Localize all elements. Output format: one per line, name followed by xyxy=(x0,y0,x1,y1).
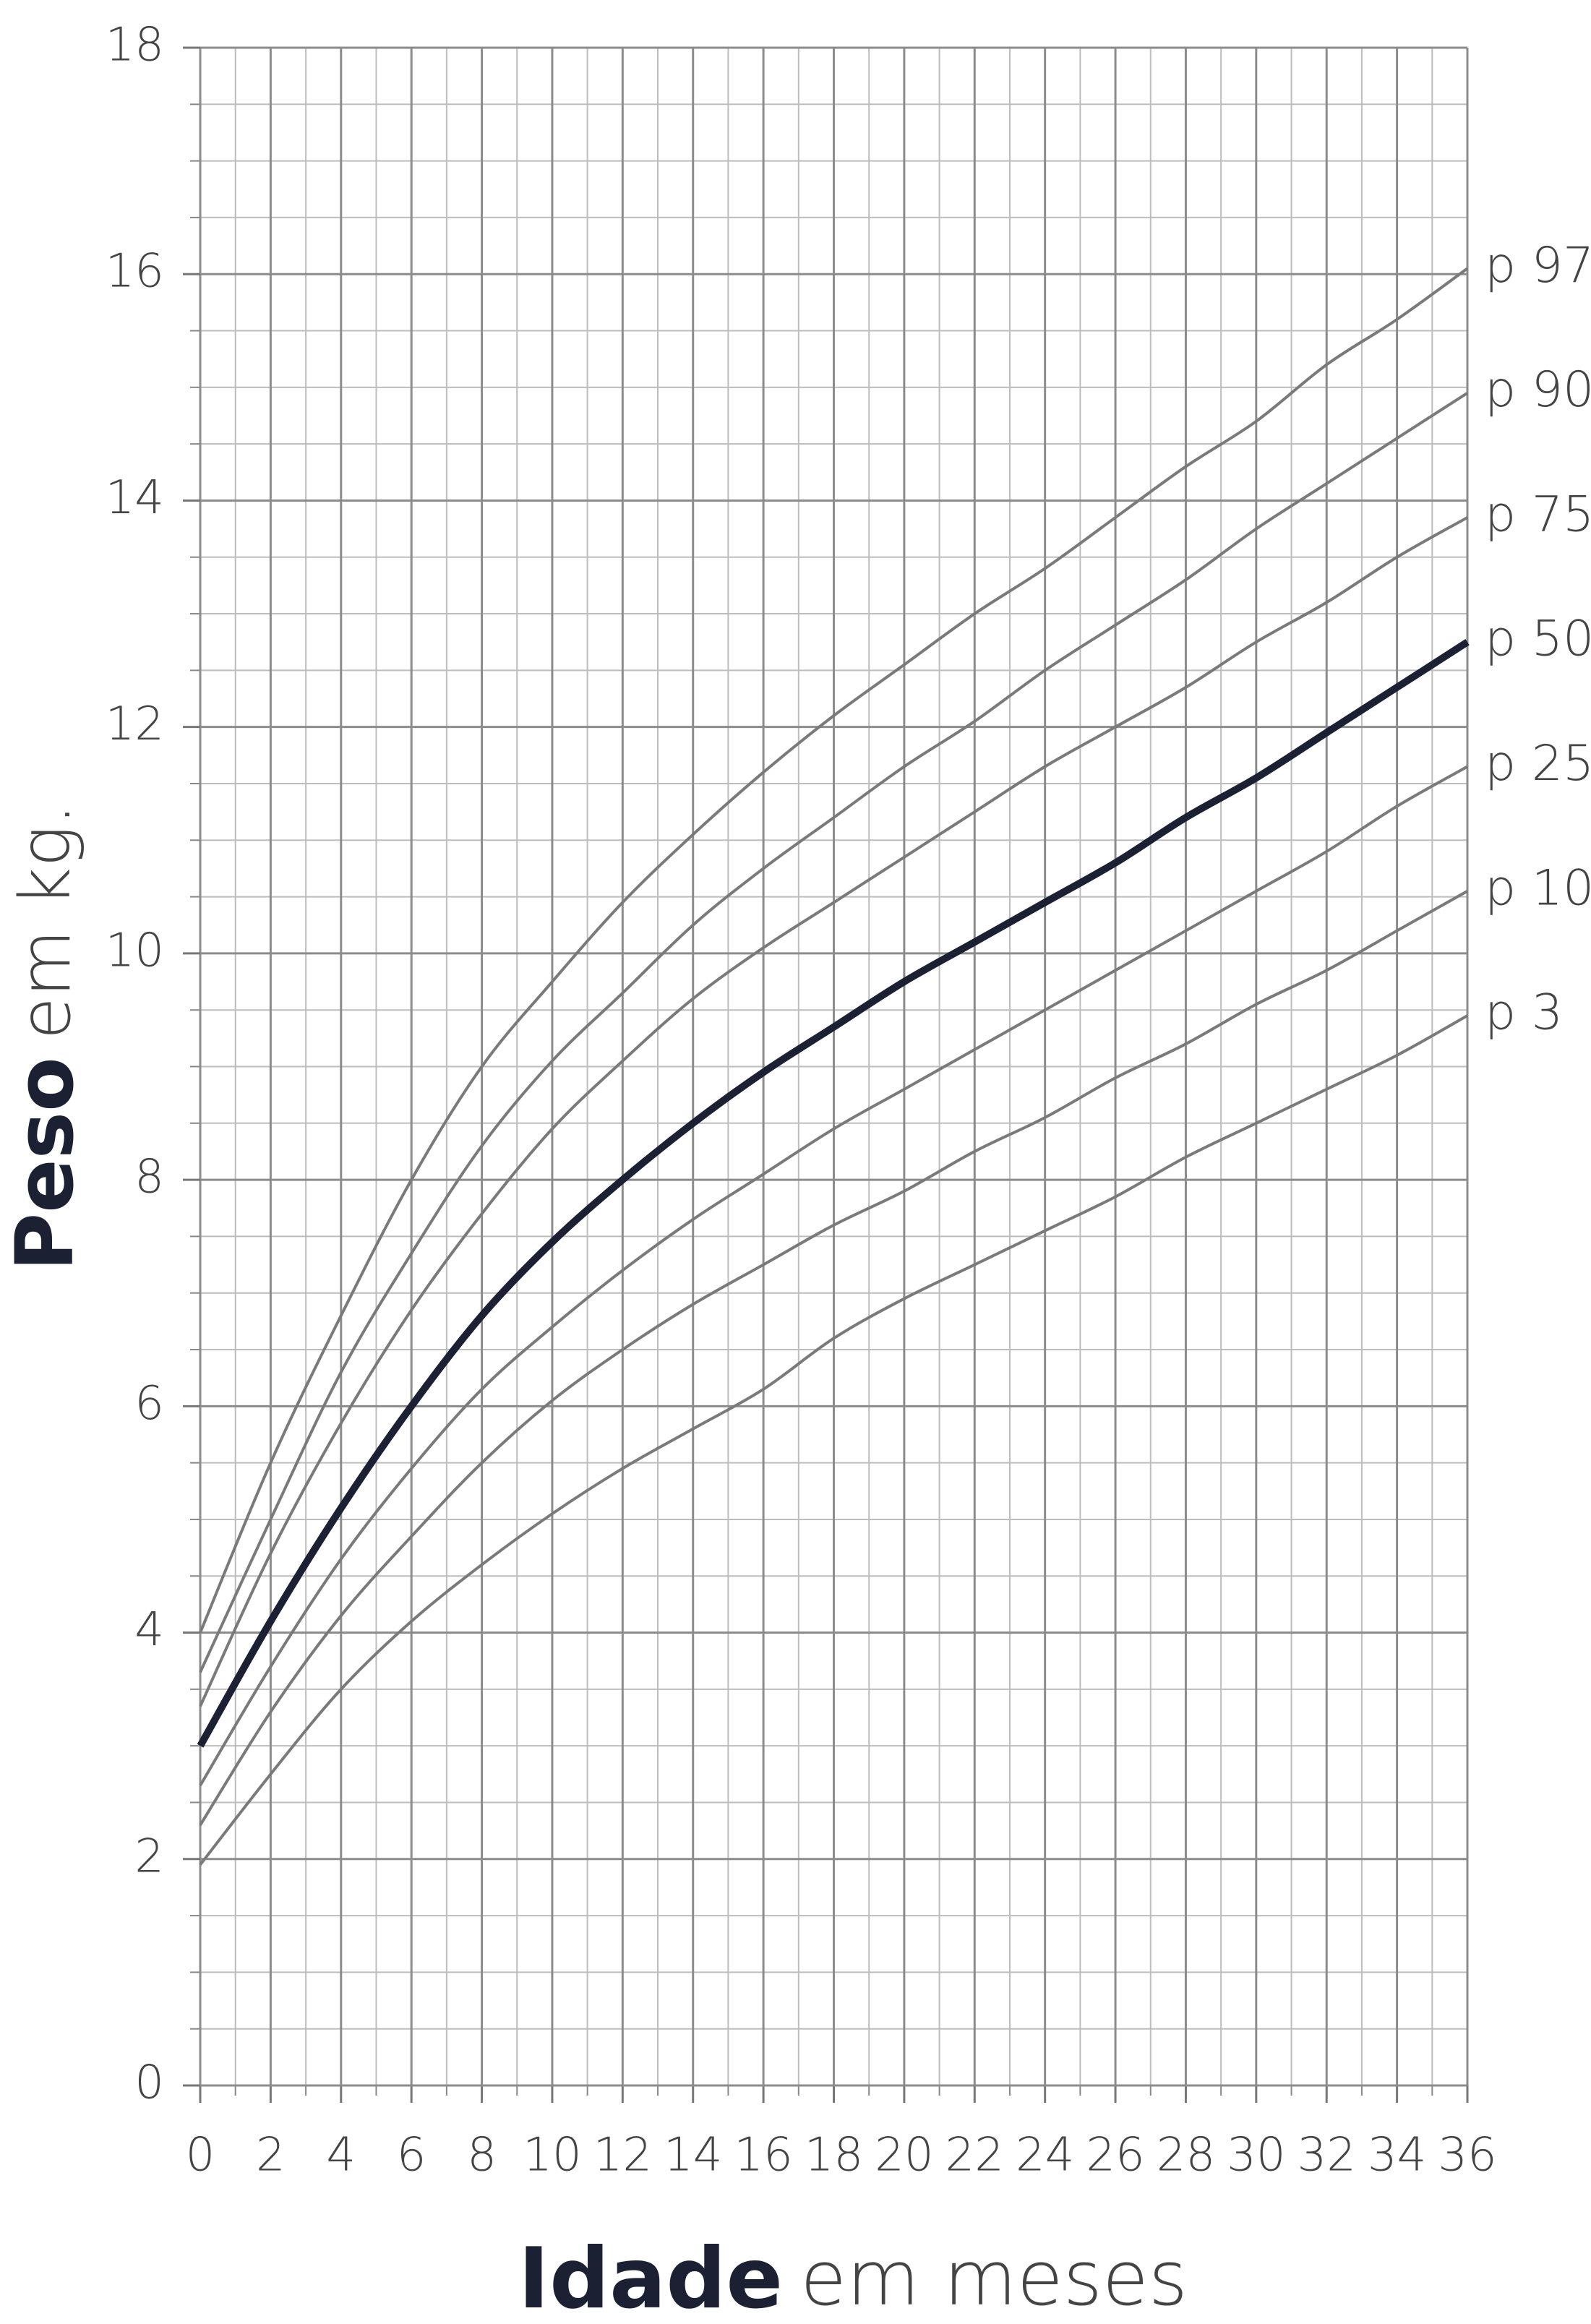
x-tick-label: 6 xyxy=(397,2129,426,2182)
x-tick-label: 34 xyxy=(1368,2129,1426,2182)
x-tick-label: 0 xyxy=(186,2129,215,2182)
y-axis-title: Peso em kg. xyxy=(0,803,91,1271)
y-tick-label: 6 xyxy=(134,1377,164,1431)
x-tick-label: 36 xyxy=(1438,2129,1496,2182)
percentile-line xyxy=(197,639,1470,1748)
x-tick-label: 28 xyxy=(1157,2129,1215,2182)
x-tick-label: 26 xyxy=(1086,2129,1144,2182)
y-tick-label: 2 xyxy=(134,1830,164,1883)
series-label: p 97 xyxy=(1485,237,1591,294)
x-axis-title: Idade em meses xyxy=(518,2230,1188,2324)
y-tick-label: 10 xyxy=(106,924,164,977)
x-tick-label: 30 xyxy=(1227,2129,1285,2182)
percentile-line xyxy=(199,1014,1468,1866)
x-tick-label: 10 xyxy=(523,2129,581,2182)
series-label: p 3 xyxy=(1485,985,1563,1042)
y-tick-label: 0 xyxy=(134,2057,164,2110)
x-tick-label: 20 xyxy=(875,2129,933,2182)
y-tick-label: 4 xyxy=(134,1603,164,1657)
x-axis-unit: em meses xyxy=(800,2234,1188,2323)
y-tick-label: 8 xyxy=(134,1151,164,1204)
percentile-line xyxy=(199,516,1468,1707)
series-label: p 50 xyxy=(1485,611,1591,668)
y-tick-label: 18 xyxy=(106,19,164,72)
percentile-line xyxy=(199,391,1469,1673)
x-tick-label: 12 xyxy=(593,2129,652,2182)
series-label: p 25 xyxy=(1485,735,1591,792)
percentile-line xyxy=(199,765,1468,1786)
series-label: p 75 xyxy=(1485,486,1591,543)
x-tick-label: 4 xyxy=(326,2129,356,2182)
series-label: p 90 xyxy=(1485,361,1591,419)
x-tick-label: 2 xyxy=(256,2129,286,2182)
x-tick-label: 22 xyxy=(945,2129,1004,2182)
x-tick-label: 32 xyxy=(1298,2129,1356,2182)
series-label: p 10 xyxy=(1485,859,1591,917)
x-tick-label: 24 xyxy=(1016,2129,1074,2182)
x-tick-label: 14 xyxy=(664,2129,722,2182)
x-tick-label: 8 xyxy=(467,2129,497,2182)
y-axis-label: Peso xyxy=(0,1057,91,1271)
y-tick-label: 14 xyxy=(106,471,164,525)
x-axis-label: Idade xyxy=(518,2230,783,2324)
percentile-line xyxy=(199,267,1469,1634)
x-tick-label: 18 xyxy=(805,2129,863,2182)
percentile-line xyxy=(199,890,1468,1826)
x-tick-label: 16 xyxy=(734,2129,792,2182)
y-tick-label: 12 xyxy=(106,698,164,751)
y-axis-unit: em kg. xyxy=(5,803,86,1039)
y-tick-label: 16 xyxy=(106,245,164,299)
